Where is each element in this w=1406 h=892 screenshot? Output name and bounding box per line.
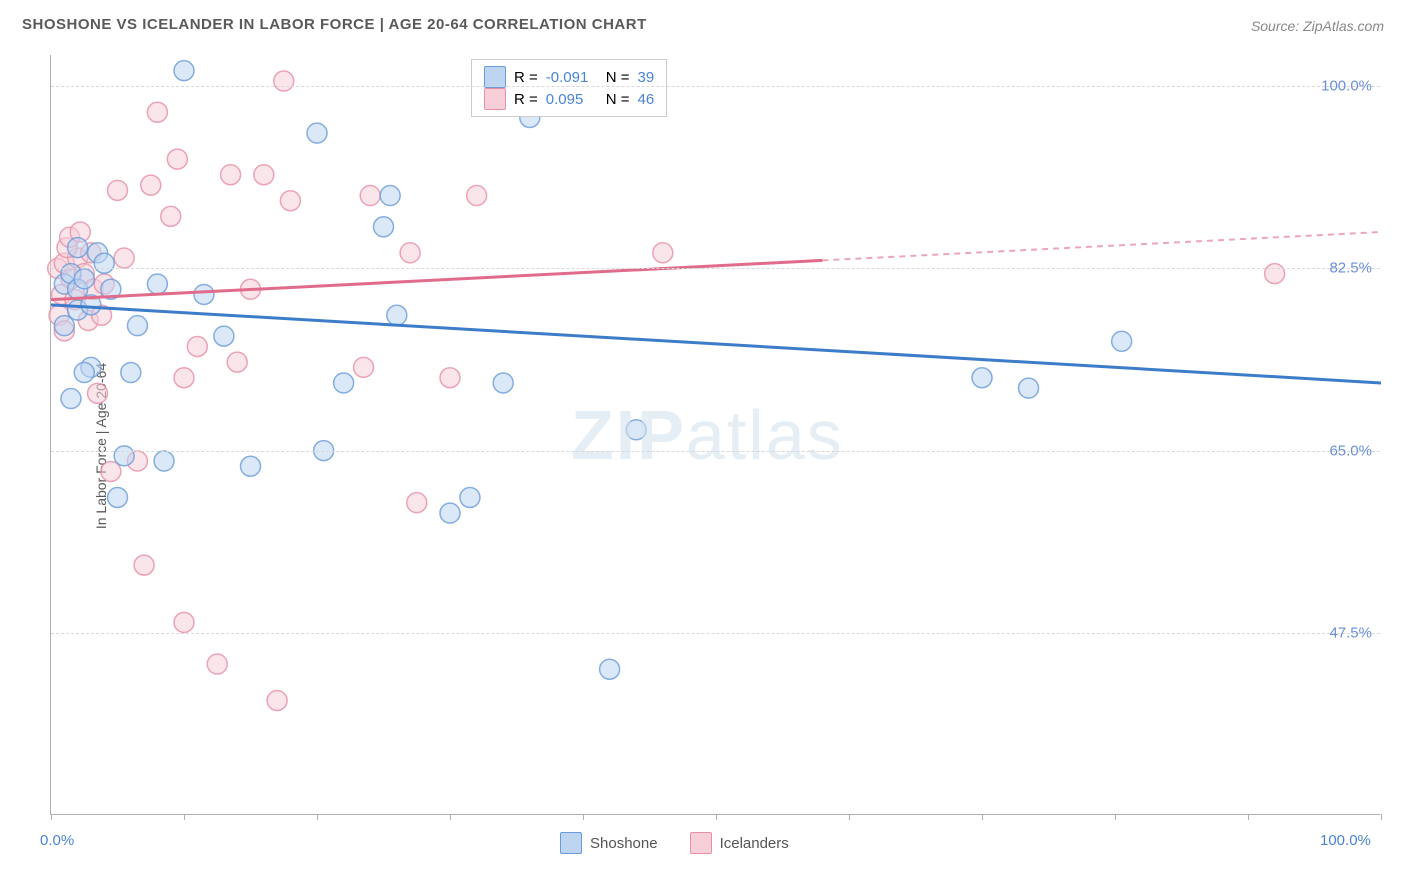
r-label-2: R =	[514, 91, 538, 108]
n-label-1: N =	[606, 69, 630, 86]
gridline	[51, 86, 1380, 87]
x-axis-right-label: 100.0%	[1320, 832, 1371, 849]
legend-correlation: R = -0.091 N = 39 R = 0.095 N = 46	[471, 59, 667, 117]
y-tick-label: 47.5%	[1329, 624, 1372, 641]
r-value-2: 0.095	[546, 91, 598, 108]
x-tick	[849, 814, 850, 820]
x-tick	[982, 814, 983, 820]
legend-item-icelanders: Icelanders	[690, 832, 789, 854]
chart-title: SHOSHONE VS ICELANDER IN LABOR FORCE | A…	[22, 16, 647, 33]
r-value-1: -0.091	[546, 69, 598, 86]
x-tick	[1248, 814, 1249, 820]
legend-swatch-icelanders	[484, 88, 506, 110]
legend-bottom: Shoshone Icelanders	[560, 832, 789, 854]
x-axis-left-label: 0.0%	[40, 832, 74, 849]
x-tick	[1115, 814, 1116, 820]
gridline	[51, 451, 1380, 452]
legend-label-2: Icelanders	[720, 835, 789, 852]
legend-label-1: Shoshone	[590, 835, 658, 852]
y-tick-label: 65.0%	[1329, 442, 1372, 459]
x-tick	[450, 814, 451, 820]
y-tick-label: 82.5%	[1329, 260, 1372, 277]
x-tick	[51, 814, 52, 820]
n-value-1: 39	[638, 69, 655, 86]
legend-swatch-bottom-2	[690, 832, 712, 854]
x-tick	[1381, 814, 1382, 820]
source-text: Source: ZipAtlas.com	[1251, 18, 1384, 34]
x-tick	[184, 814, 185, 820]
legend-row-2: R = 0.095 N = 46	[484, 88, 654, 110]
x-tick	[716, 814, 717, 820]
gridline	[51, 268, 1380, 269]
r-label-1: R =	[514, 69, 538, 86]
n-label-2: N =	[606, 91, 630, 108]
legend-row-1: R = -0.091 N = 39	[484, 66, 654, 88]
legend-item-shoshone: Shoshone	[560, 832, 658, 854]
x-tick	[317, 814, 318, 820]
legend-swatch-bottom-1	[560, 832, 582, 854]
n-value-2: 46	[638, 91, 655, 108]
gridline	[51, 633, 1380, 634]
chart-svg	[51, 55, 1380, 814]
legend-swatch-shoshone	[484, 66, 506, 88]
y-tick-label: 100.0%	[1321, 78, 1372, 95]
plot-area: ZIPatlas R = -0.091 N = 39 R = 0.095 N =…	[50, 55, 1380, 815]
x-tick	[583, 814, 584, 820]
